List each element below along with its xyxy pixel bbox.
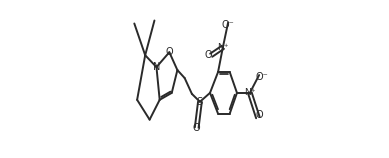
Text: O⁻: O⁻ <box>256 72 268 82</box>
Text: O: O <box>256 109 263 119</box>
Text: O: O <box>204 50 212 60</box>
Text: N⁺: N⁺ <box>217 43 229 52</box>
Text: N: N <box>153 62 160 72</box>
Text: O: O <box>193 123 200 133</box>
Text: S: S <box>197 97 203 107</box>
Text: O⁻: O⁻ <box>222 20 235 30</box>
Text: N⁺: N⁺ <box>244 88 256 97</box>
Text: O: O <box>166 47 173 57</box>
